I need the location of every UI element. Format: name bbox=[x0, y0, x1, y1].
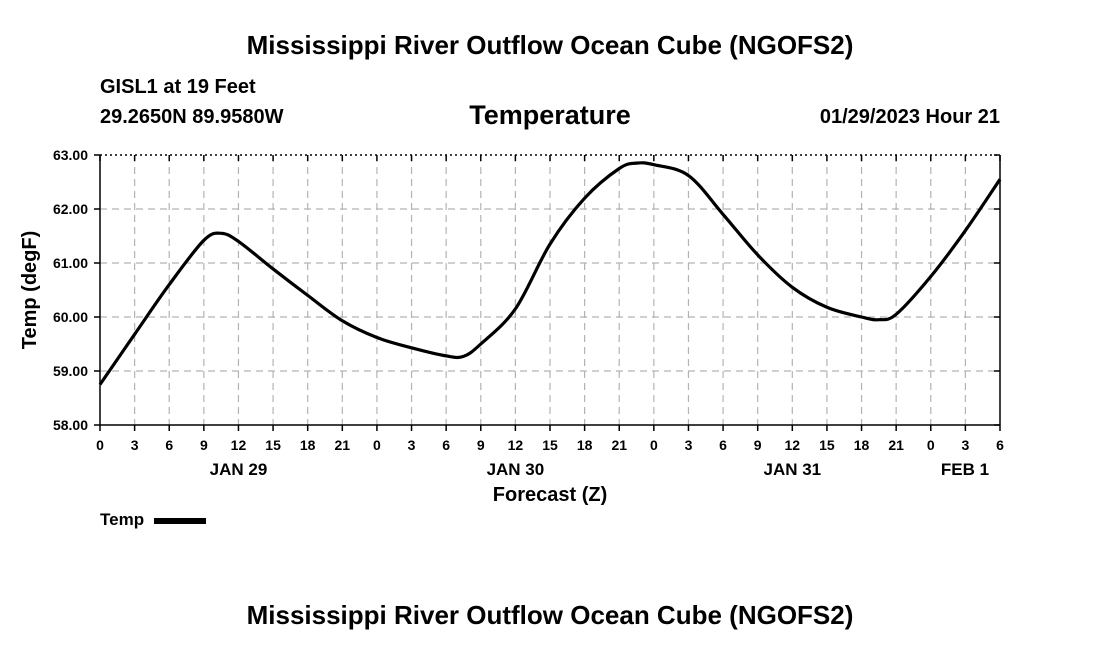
x-tick-label: 0 bbox=[373, 437, 381, 453]
station-label: GISL1 at 19 Feet bbox=[100, 76, 256, 98]
x-tick-label: 3 bbox=[408, 437, 416, 453]
x-date-label: FEB 1 bbox=[941, 460, 989, 479]
x-date-label: JAN 30 bbox=[487, 460, 545, 479]
x-tick-label: 6 bbox=[442, 437, 450, 453]
footer-title: Mississippi River Outflow Ocean Cube (NG… bbox=[246, 600, 854, 630]
x-date-label: JAN 31 bbox=[763, 460, 821, 479]
x-tick-label: 15 bbox=[819, 437, 835, 453]
x-tick-label: 0 bbox=[96, 437, 104, 453]
y-tick-label: 61.00 bbox=[53, 255, 88, 271]
x-tick-label: 9 bbox=[200, 437, 208, 453]
y-tick-label: 59.00 bbox=[53, 363, 88, 379]
x-tick-label: 12 bbox=[231, 437, 247, 453]
x-tick-label: 9 bbox=[754, 437, 762, 453]
x-tick-label: 3 bbox=[685, 437, 693, 453]
y-tick-label: 62.00 bbox=[53, 201, 88, 217]
x-tick-label: 12 bbox=[785, 437, 801, 453]
y-axis-title: Temp (degF) bbox=[19, 231, 41, 350]
x-tick-label: 18 bbox=[854, 437, 870, 453]
legend: Temp bbox=[100, 510, 207, 530]
x-date-label: JAN 29 bbox=[210, 460, 268, 479]
coordinates-label: 29.2650N 89.9580W bbox=[100, 106, 284, 128]
x-tick-label: 15 bbox=[265, 437, 281, 453]
page-title: Mississippi River Outflow Ocean Cube (NG… bbox=[246, 30, 854, 60]
x-axis-title: Forecast (Z) bbox=[493, 484, 607, 506]
x-tick-label: 21 bbox=[335, 437, 351, 453]
x-tick-label: 3 bbox=[131, 437, 139, 453]
x-tick-label: 0 bbox=[927, 437, 935, 453]
x-tick-label: 21 bbox=[888, 437, 904, 453]
x-tick-label: 15 bbox=[542, 437, 558, 453]
x-tick-label: 18 bbox=[577, 437, 593, 453]
x-tick-label: 21 bbox=[611, 437, 627, 453]
x-tick-label: 0 bbox=[650, 437, 658, 453]
series-line-temp bbox=[98, 161, 1002, 386]
x-tick-label: 6 bbox=[996, 437, 1004, 453]
y-tick-label: 58.00 bbox=[53, 417, 88, 433]
chart-title: Temperature bbox=[469, 100, 631, 130]
y-tick-label: 60.00 bbox=[53, 309, 88, 325]
forecast-datetime: 01/29/2023 Hour 21 bbox=[819, 106, 1000, 128]
x-tick-label: 6 bbox=[719, 437, 727, 453]
y-tick-label: 63.00 bbox=[53, 147, 88, 163]
x-tick-label: 9 bbox=[477, 437, 485, 453]
x-tick-label: 3 bbox=[961, 437, 969, 453]
x-tick-label: 12 bbox=[508, 437, 524, 453]
x-tick-label: 18 bbox=[300, 437, 316, 453]
x-tick-label: 6 bbox=[165, 437, 173, 453]
legend-label: Temp bbox=[100, 510, 145, 529]
legend-swatch bbox=[154, 518, 207, 524]
